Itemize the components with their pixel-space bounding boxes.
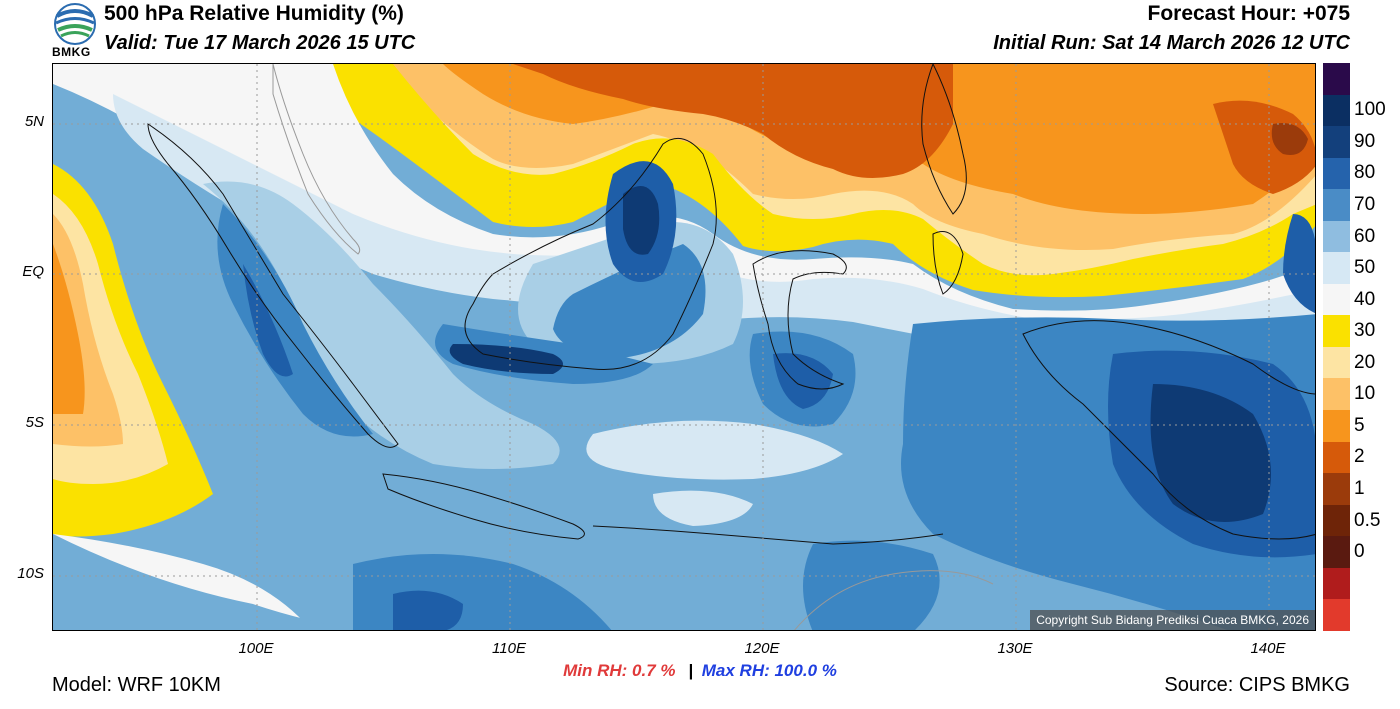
colorbar-label: 10 [1354,383,1376,405]
colorbar-segment [1323,441,1350,474]
colorbar-segment [1323,504,1350,537]
source-label: Source: CIPS BMKG [1164,674,1350,696]
colorbar-label: 50 [1354,257,1376,279]
colorbar-segment [1323,63,1350,95]
colorbar-segment [1323,126,1350,158]
colorbar-label: 20 [1354,351,1376,373]
colorbar-label: 40 [1354,288,1376,310]
lat-label-5n: 5N [24,113,44,130]
humidity-map: Copyright Sub Bidang Prediksi Cuaca BMKG… [52,63,1316,631]
logo-text: BMKG [52,45,91,59]
lon-label-110e: 110E [492,640,526,657]
colorbar-label: 0 [1354,541,1365,563]
colorbar-segment [1323,473,1350,505]
model-label: Model: WRF 10KM [52,674,221,696]
colorbar-label: 5 [1354,414,1365,436]
colorbar-segment [1323,157,1350,190]
colorbar-segment [1323,536,1350,568]
lon-label-140e: 140E [1250,640,1286,657]
colorbar-label: 90 [1354,130,1376,152]
copyright-notice: Copyright Sub Bidang Prediksi Cuaca BMKG… [1030,610,1315,630]
valid-time: Valid: Tue 17 March 2026 15 UTC [104,32,416,54]
colorbar-segment [1323,567,1350,600]
colorbar-label: 1 [1354,478,1365,499]
max-rh: Max RH: 100.0 % [701,661,837,680]
colorbar-segment [1323,378,1350,411]
bmkg-logo [50,2,100,60]
lat-label-eq: EQ [22,263,44,280]
min-rh: Min RH: 0.7 % [563,661,676,680]
colorbar-segment [1323,189,1350,221]
colorbar-segment [1323,252,1350,284]
lon-label-130e: 130E [997,640,1033,657]
lon-label-120e: 120E [744,640,780,657]
colorbar-label: 30 [1354,320,1376,342]
colorbar-label: 100 [1354,99,1386,121]
colorbar [1323,63,1350,631]
colorbar-segment [1323,315,1350,347]
chart-title: 500 hPa Relative Humidity (%) [104,2,404,25]
colorbar-label: 60 [1354,225,1376,247]
colorbar-segment [1323,220,1350,253]
initial-run: Initial Run: Sat 14 March 2026 12 UTC [993,32,1350,54]
colorbar-label: 70 [1354,194,1376,215]
colorbar-segment [1323,94,1350,127]
colorbar-segment [1323,346,1350,379]
lon-label-100e: 100E [238,640,274,657]
colorbar-segment [1323,283,1350,316]
lat-label-5s: 5S [25,414,44,431]
colorbar-label: 80 [1354,162,1376,184]
colorbar-label: 2 [1354,446,1365,468]
humidity-map-canvas [53,64,1315,630]
colorbar-label: 0.5 [1354,509,1381,531]
colorbar-segment [1323,410,1350,442]
stats-separator: | [688,661,694,680]
forecast-hour: Forecast Hour: +075 [1147,2,1351,25]
colorbar-segment [1323,599,1350,631]
lat-label-10s: 10S [17,565,44,582]
rh-stats: Min RH: 0.7 % | Max RH: 100.0 % [0,661,1400,681]
